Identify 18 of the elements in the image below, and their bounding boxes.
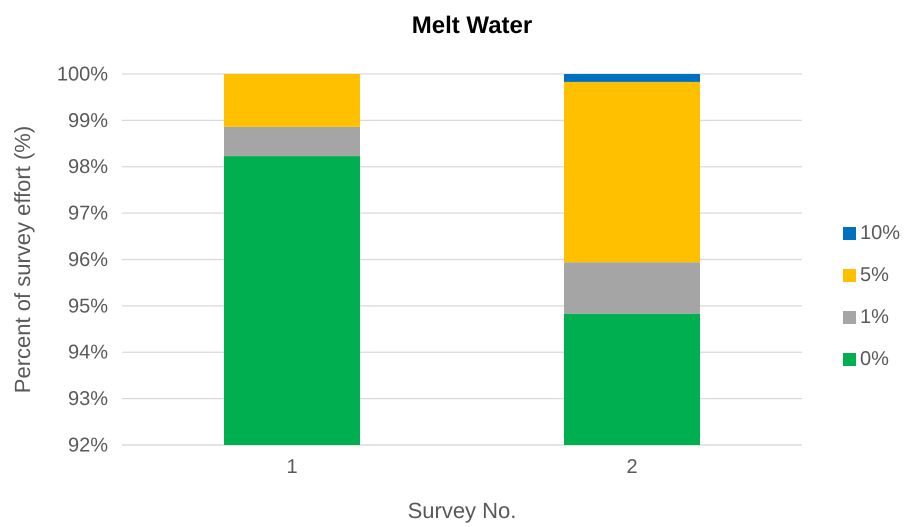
y-axis-title: Percent of survey effort (%) [10, 126, 35, 394]
y-tick-label: 97% [68, 202, 108, 225]
legend-label: 5% [860, 264, 890, 286]
y-tick-label: 93% [68, 388, 108, 410]
y-tick-label: 96% [68, 248, 108, 271]
legend-label: 0% [860, 348, 890, 370]
x-tick-label: 2 [626, 456, 638, 478]
y-tick-label: 99% [68, 110, 108, 132]
chart-title: Melt Water [412, 12, 532, 39]
x-axis-title: Survey No. [408, 498, 516, 523]
y-tick-label: 94% [68, 342, 108, 364]
x-tick-label: 1 [286, 456, 298, 478]
y-tick-label: 100% [56, 63, 108, 86]
legend-label: 10% [860, 222, 900, 244]
y-tick-label: 98% [68, 156, 108, 178]
y-tick-label: 95% [68, 295, 108, 318]
legend-label: 1% [860, 306, 890, 328]
y-tick-label: 92% [68, 434, 108, 456]
